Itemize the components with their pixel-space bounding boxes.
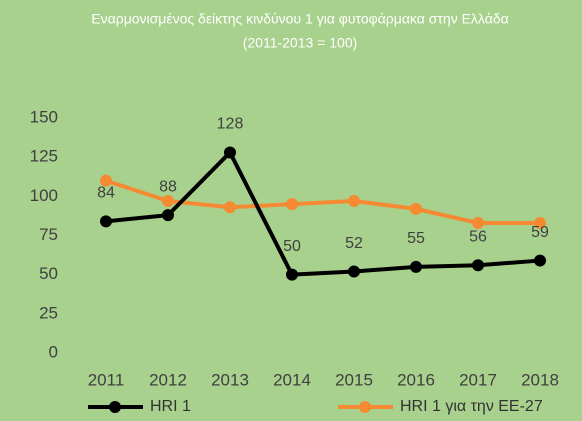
point: [534, 216, 546, 229]
y-tick-label: 100: [30, 186, 58, 205]
point: [410, 202, 422, 215]
y-tick-label: 75: [39, 225, 58, 244]
data-label: 59: [531, 224, 549, 241]
x-tick-label: 2012: [149, 370, 187, 389]
point: [162, 195, 174, 208]
data-label: 128: [217, 116, 244, 133]
series-line: [105, 150, 541, 277]
point: [286, 268, 298, 281]
y-tick-label: 50: [39, 264, 58, 283]
legend-label: HRI 1 για την ΕΕ-27: [400, 398, 543, 415]
point: [162, 209, 174, 222]
x-tick-label: 2014: [273, 370, 311, 389]
y-tick-label: 0: [49, 342, 58, 361]
y-tick-label: 150: [30, 107, 58, 126]
x-tick-label: 2015: [335, 370, 373, 389]
data-label: 55: [407, 230, 425, 247]
x-tick-label: 2011: [88, 370, 125, 389]
point: [100, 174, 112, 187]
x-tick-label: 2013: [211, 370, 249, 389]
point: [534, 254, 546, 267]
x-tick-label: 2017: [459, 370, 497, 389]
legend-marker: [109, 401, 121, 413]
data-label: 84: [97, 185, 115, 202]
chart-title: Εναρμονισμένος δείκτης κινδύνου 1 για φυ…: [91, 11, 508, 27]
point: [410, 260, 422, 273]
data-label: 56: [469, 228, 487, 245]
x-tick-label: 2016: [397, 370, 435, 389]
point: [472, 259, 484, 272]
data-label: 50: [283, 238, 301, 255]
legend-marker: [359, 401, 371, 413]
point: [286, 198, 298, 211]
point: [348, 195, 360, 208]
y-tick-label: 25: [39, 303, 58, 322]
data-label: 88: [159, 178, 177, 195]
y-tick-label: 125: [30, 147, 58, 166]
legend-label: HRI 1: [150, 398, 191, 415]
point: [348, 265, 360, 278]
point: [100, 215, 112, 228]
point: [224, 201, 236, 214]
x-tick-label: 2018: [521, 370, 559, 389]
chart-subtitle: (2011-2013 = 100): [243, 35, 358, 51]
point: [472, 216, 484, 229]
data-label: 52: [345, 235, 363, 252]
point: [224, 146, 236, 159]
